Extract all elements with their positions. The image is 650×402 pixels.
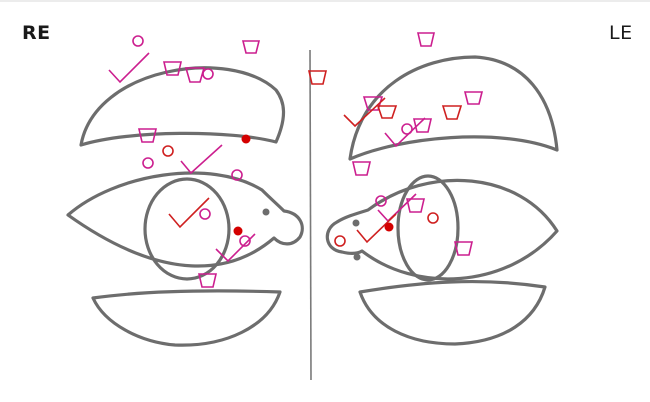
magenta-circle-marker [375, 195, 387, 207]
magenta-cup-marker [197, 273, 218, 288]
red-circle-marker [427, 212, 439, 224]
red-check-marker [168, 197, 210, 229]
magenta-check-marker [215, 233, 256, 263]
red-filled-dot [241, 134, 251, 144]
red-filled-dot [384, 222, 394, 232]
magenta-annotations [108, 32, 484, 288]
red-check-marker [356, 213, 397, 244]
left-eye-label: LE [609, 22, 633, 44]
right-iris [143, 177, 231, 281]
red-cup-marker [441, 105, 463, 120]
right-eye-diagram [66, 66, 304, 347]
left-eye-outline [325, 178, 559, 281]
left-iris [396, 174, 460, 282]
magenta-cup-marker [137, 128, 158, 143]
magenta-circle-marker [142, 157, 154, 169]
red-cup-marker [307, 70, 328, 85]
right-caruncle-dot [262, 208, 270, 216]
magenta-circle-marker [202, 68, 214, 80]
red-filled-dot [233, 226, 243, 236]
magenta-cup-marker [362, 96, 384, 111]
left-eye-diagram [325, 55, 559, 346]
left-upper-lid [348, 55, 559, 161]
magenta-circle-marker [132, 35, 144, 47]
left-lower-lid [358, 279, 547, 346]
magenta-cup-marker [416, 32, 436, 47]
midline-divider [309, 49, 312, 381]
magenta-check-marker [108, 52, 150, 84]
left-caruncle-dot-upper [352, 219, 360, 227]
magenta-cup-marker [162, 61, 183, 76]
red-circle-marker [334, 235, 346, 247]
magenta-cup-marker [453, 241, 474, 256]
magenta-cup-marker [405, 198, 426, 213]
magenta-circle-marker [199, 208, 211, 220]
red-circle-marker [162, 145, 174, 157]
right-upper-lid [79, 66, 286, 147]
left-caruncle-dot-lower [353, 253, 361, 261]
magenta-check-marker [180, 144, 223, 175]
magenta-circle-marker [231, 169, 243, 181]
magenta-cup-marker [184, 67, 206, 83]
magenta-cup-marker [351, 161, 372, 176]
red-cup-marker [376, 105, 398, 119]
red-check-marker [343, 97, 386, 128]
right-lower-lid [91, 289, 282, 347]
magenta-circle-marker [401, 123, 413, 135]
magenta-cup-marker [463, 91, 484, 105]
right-eye-label: RE [22, 22, 51, 44]
red-annotations [162, 70, 463, 247]
magenta-circle-marker [239, 235, 251, 247]
right-eye-outline [66, 171, 304, 268]
magenta-check-marker [384, 117, 426, 148]
magenta-cup-marker [241, 40, 261, 54]
